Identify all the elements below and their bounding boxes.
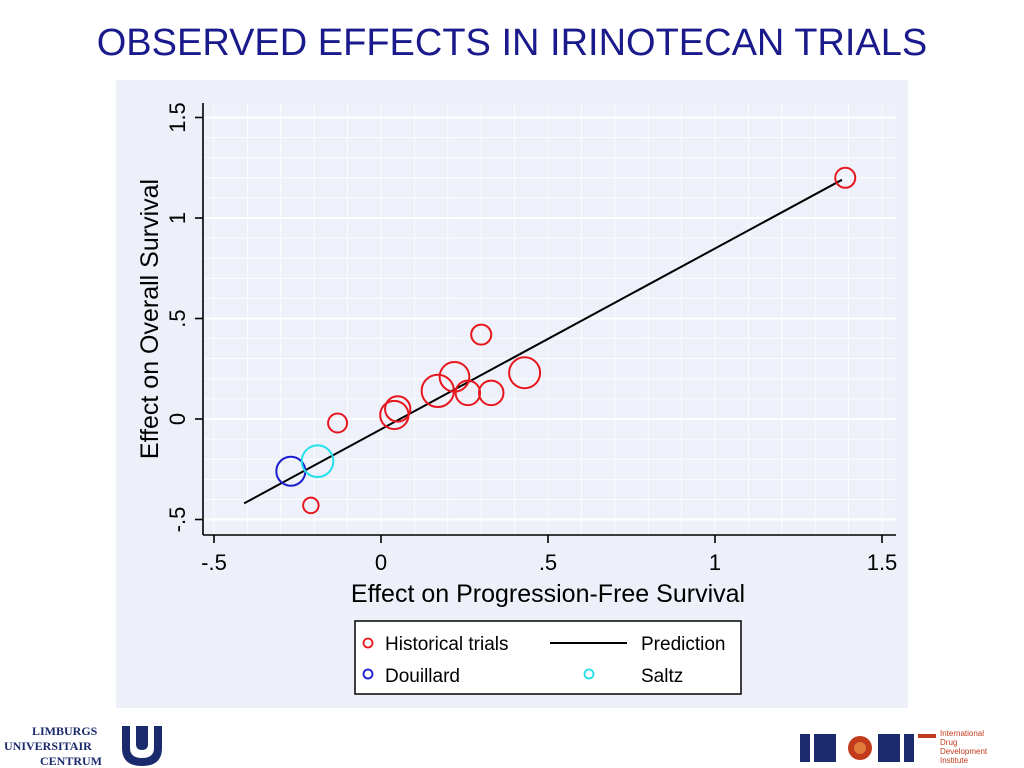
x-axis-label: Effect on Progression-Free Survival [351, 580, 745, 608]
legend-label-historical: Historical trials [385, 634, 509, 655]
x-tick-label: 0 [375, 550, 387, 575]
logo-left-inner-mark [136, 726, 148, 750]
logo-right-line3: Development [940, 747, 988, 756]
x-tick-label: .5 [539, 550, 557, 575]
trial-point-historical-trials [477, 379, 505, 407]
prediction-line [243, 178, 843, 505]
legend-marker-douillard [362, 668, 374, 680]
trial-point-historical-trials [302, 496, 320, 515]
y-tick-label: -.5 [165, 507, 190, 533]
trial-point-historical-trials [454, 379, 482, 407]
logo-right-bar1 [800, 734, 810, 762]
legend-marker-saltz [583, 668, 595, 680]
trial-point-historical-trials [834, 166, 857, 189]
logo-left-line3: CENTRUM [40, 754, 102, 768]
legend-box [354, 620, 742, 695]
y-tick-label: .5 [165, 309, 190, 327]
legend-label-saltz: Saltz [641, 666, 683, 687]
iddi-logo: International Drug Development Institute [800, 729, 988, 765]
logo-right-line1: International [940, 729, 984, 738]
logo-right-line4: Institute [940, 756, 969, 765]
logo-left-u-mark [122, 726, 162, 766]
logo-right-bar4 [904, 734, 914, 762]
x-tick-label: 1.5 [867, 550, 898, 575]
data-points [275, 166, 857, 515]
grid-lines [203, 103, 896, 535]
logo-left-line2: UNIVERSITAIR [4, 739, 92, 753]
logo-right-bar3 [878, 734, 900, 762]
logo-right-line2: Drug [940, 738, 957, 747]
logo-right-bar2 [814, 734, 836, 762]
y-tick-label: 1 [165, 212, 190, 224]
trial-point-historical-trials [420, 373, 455, 408]
y-ticks: -.5 0 .5 1 1.5 [165, 102, 203, 532]
legend: Historical trials Prediction Douillard S… [354, 620, 742, 695]
y-tick-label: 0 [165, 413, 190, 425]
trial-point-historical-trials [508, 356, 542, 390]
slide-title: OBSERVED EFFECTS IN IRINOTECAN TRIALS [96, 22, 928, 64]
logo-left-line1: LIMBURGS [32, 724, 98, 738]
limburgs-universitair-centrum-logo: LIMBURGS UNIVERSITAIR CENTRUM [4, 724, 162, 768]
x-ticks: -.5 0 .5 1 1.5 [201, 535, 897, 575]
legend-label-prediction: Prediction [641, 634, 726, 655]
legend-marker-historical [362, 637, 374, 649]
legend-label-douillard: Douillard [385, 666, 460, 687]
x-tick-label: 1 [709, 550, 721, 575]
y-tick-label: 1.5 [165, 102, 190, 133]
prediction-series [243, 178, 843, 505]
trial-point-historical-trials [384, 395, 412, 423]
logo-right-accent [918, 734, 936, 738]
trial-point-historical-trials [470, 323, 493, 346]
trial-point-historical-trials [379, 399, 410, 431]
logo-right-circle-inner [854, 742, 866, 754]
trial-point-historical-trials [327, 412, 349, 434]
x-tick-label: -.5 [201, 550, 227, 575]
y-axis-label: Effect on Overall Survival [136, 179, 164, 459]
trial-point-saltz [300, 444, 335, 479]
